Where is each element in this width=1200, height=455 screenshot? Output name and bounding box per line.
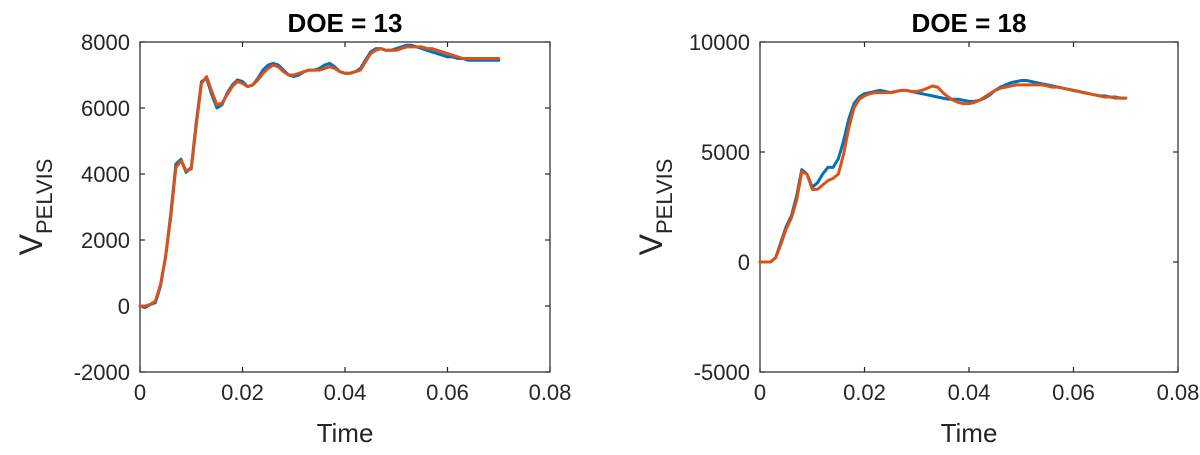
y-tick-label: -5000 — [694, 360, 750, 385]
y-axis-label: VPELVIS — [13, 159, 57, 256]
x-tick-label: 0.06 — [1052, 380, 1095, 405]
x-tick-label: 0.02 — [843, 380, 886, 405]
chart-title: DOE = 18 — [912, 8, 1027, 38]
y-tick-label: 5000 — [701, 140, 750, 165]
plot-area — [139, 41, 551, 373]
series-line-2 — [758, 83, 1128, 264]
y-tick-label: 10000 — [689, 30, 750, 55]
y-tick-label: 8000 — [81, 30, 130, 55]
chart-panel-doe-13: DOE = 130 0.02 0.04 0.06 0.08-20000200040006… — [13, 8, 571, 448]
x-tick-label: 0.08 — [529, 380, 572, 405]
series-line-2 — [138, 45, 501, 308]
x-tick-label: 0.04 — [324, 380, 367, 405]
x-tick-label: 0.06 — [426, 380, 469, 405]
y-tick-label: -2000 — [74, 360, 130, 385]
x-tick-label: 0.04 — [948, 380, 991, 405]
y-axis-label-subscript: PELVIS — [32, 159, 57, 234]
y-tick-label: 4000 — [81, 162, 130, 187]
chart-panel-doe-18: DOE = 180 0.02 0.04 0.06 0.08-50000500010000… — [633, 8, 1199, 448]
y-axis-label-subscript: PELVIS — [652, 159, 677, 234]
x-tick-label: 0.02 — [221, 380, 264, 405]
y-tick-label: 2000 — [81, 228, 130, 253]
x-axis-label: Time — [317, 418, 374, 448]
x-tick-label: 0 — [754, 380, 766, 405]
x-axis-label: Time — [941, 418, 998, 448]
y-axis-label-main: V — [633, 233, 669, 255]
x-tick-label: 0 — [134, 380, 146, 405]
plot-area — [759, 41, 1179, 373]
y-tick-label: 0 — [118, 294, 130, 319]
x-tick-label: 0.08 — [1157, 380, 1200, 405]
y-tick-label: 0 — [738, 250, 750, 275]
chart-title: DOE = 13 — [288, 8, 403, 38]
y-axis-label-main: V — [13, 233, 49, 255]
y-tick-label: 6000 — [81, 96, 130, 121]
y-axis-label: VPELVIS — [633, 159, 677, 256]
